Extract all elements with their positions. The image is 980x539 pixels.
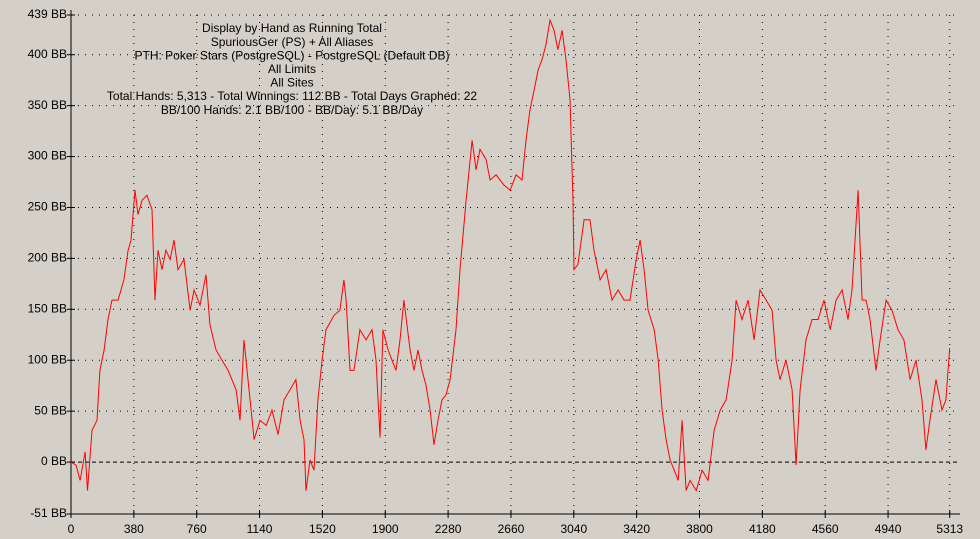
title-line: Total Hands: 5,313 - Total Winnings: 112… [107,89,478,103]
x-tick-label: 4560 [812,522,839,536]
x-tick-label: 1900 [372,522,399,536]
x-tick-label: 3800 [686,522,713,536]
y-tick-label: 439 BB [28,7,67,21]
y-tick-label: 400 BB [28,47,67,61]
x-tick-label: 380 [124,522,144,536]
x-tick-label: 760 [187,522,207,536]
title-line: SpuriousGer (PS) + All Aliases [211,35,373,49]
x-tick-label: 2660 [498,522,525,536]
x-tick-label: 3420 [623,522,650,536]
y-tick-label: 350 BB [28,98,67,112]
x-tick-label: 4180 [749,522,776,536]
data-line [70,18,951,492]
x-tick-label: 1520 [309,522,336,536]
y-tick-label: 0 BB [41,454,67,468]
title-line: PTH: Poker Stars (PostgreSQL) - PostgreS… [135,48,450,62]
y-tick-label: 50 BB [34,403,67,417]
title-line: BB/100 Hands: 2.1 BB/100 - BB/Day: 5.1 B… [161,103,423,117]
y-tick-label: 250 BB [28,200,67,214]
y-tick-label: 300 BB [28,149,67,163]
x-tick-label: 0 [68,522,75,536]
x-tick-label: 3040 [560,522,587,536]
title-line: All Limits [268,62,316,76]
title-line: Display by Hand as Running Total [202,21,382,35]
x-tick-label: 1140 [247,522,273,536]
x-tick-label: 4940 [875,522,902,536]
y-tick-label: 200 BB [28,251,67,265]
y-tick-label: 100 BB [28,352,67,366]
title-line: All Sites [270,76,313,90]
y-tick-label: -51 BB [30,506,67,520]
y-tick-label: 150 BB [28,301,67,315]
x-tick-label: 5313 [936,522,963,536]
x-tick-label: 2280 [435,522,462,536]
